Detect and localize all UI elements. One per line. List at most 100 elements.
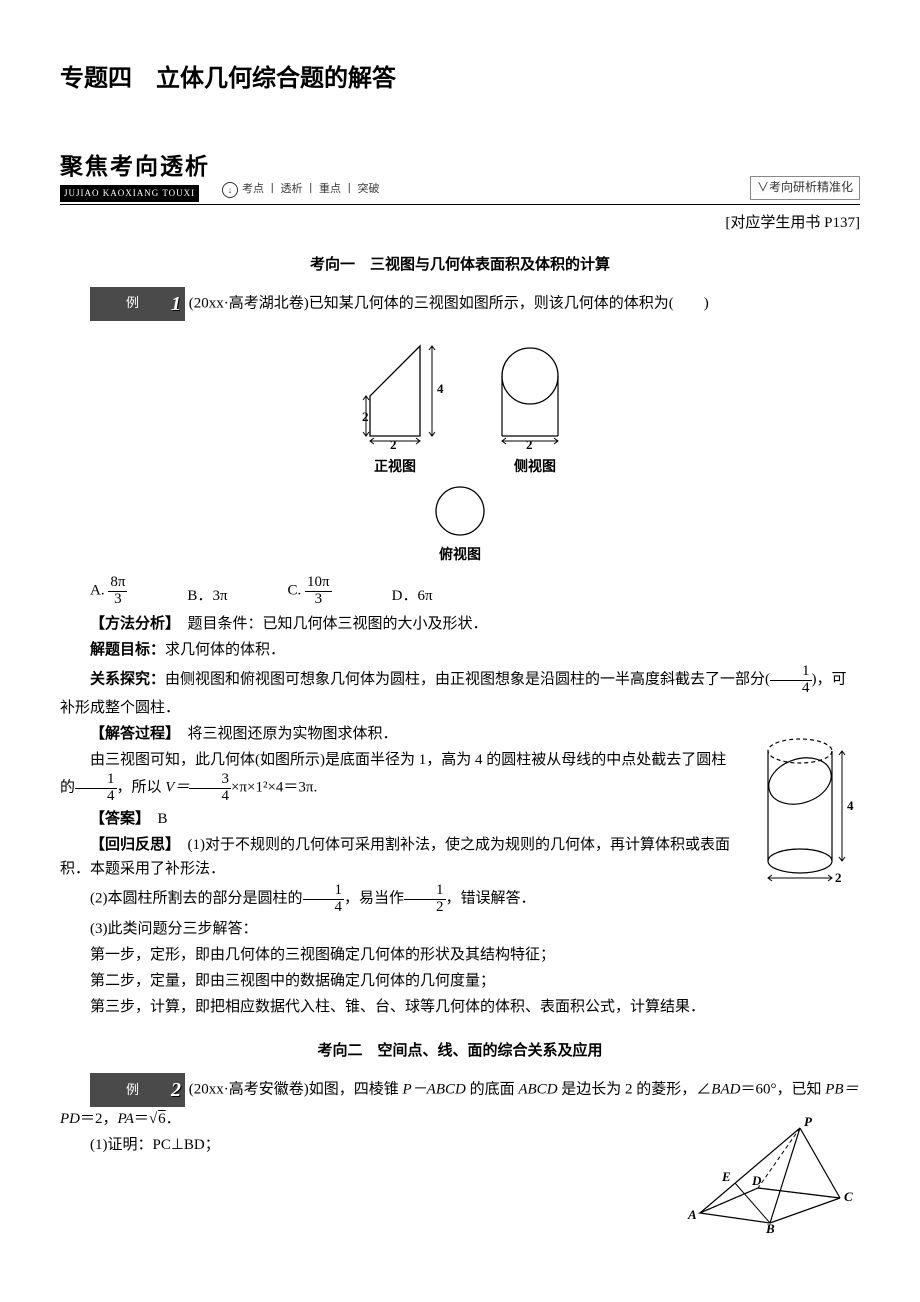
side-view-svg: 2	[490, 331, 580, 451]
front-view-svg: 2 2 4	[340, 331, 450, 451]
ex2-e: 是边长为 2 的菱形，∠	[558, 1082, 712, 1098]
process-line-1: 【解答过程】 将三视图还原为实物图求体积．	[60, 722, 860, 746]
option-B-prefix: B．	[187, 588, 212, 604]
reflect-label: 【回归反思】	[90, 836, 173, 853]
proc-f2-num: 3	[189, 772, 231, 789]
ex2-k: ＝	[134, 1111, 149, 1127]
process-formula-prefix: V＝	[165, 780, 189, 796]
example-2-badge-icon: 例 2	[90, 1073, 185, 1107]
reflect-2b: ，易当作	[344, 891, 404, 907]
option-D: D．6π	[392, 584, 433, 608]
kaoxiang-1-heading: 考向一 三视图与几何体表面积及体积的计算	[60, 253, 860, 277]
options-row: A. 8π3 B．3π C. 10π3 D．6π	[90, 575, 860, 608]
ref-f2-den: 2	[404, 900, 446, 916]
example-2-badge-number: 2	[141, 1074, 181, 1106]
option-A: A. 8π3	[90, 575, 127, 608]
label-A: A	[687, 1207, 697, 1222]
ex2-c: 的底面	[466, 1082, 519, 1098]
answer-line: 【答案】 B	[60, 807, 860, 831]
step-3: 第三步，计算，即把相应数据代入柱、锥、台、球等几何体的体积、表面积公式，计算结果…	[60, 995, 860, 1019]
proc-f1-den: 4	[75, 789, 117, 805]
process-line-2: 由三视图可知，此几何体(如图所示)是底面半径为 1，高为 4 的圆柱被从母线的中…	[60, 748, 860, 805]
ex2-l: ．	[166, 1111, 181, 1127]
example-badge-label: 例	[96, 293, 139, 314]
analysis-line: 【方法分析】 题目条件：已知几何体三视图的大小及形状．	[60, 612, 860, 636]
side-view-label: 侧视图	[514, 455, 556, 477]
process-text-2b: ，所以	[117, 780, 166, 796]
step-1: 第一步，定形，即由几何体的三视图确定几何体的形状及其结构特征；	[60, 943, 860, 967]
goal-text: 求几何体的体积．	[165, 642, 285, 658]
relation-text-a: 由侧视图和俯视图可想象几何体为圆柱，由正视图想象是沿圆柱的一半高度斜截去了一部分…	[165, 672, 770, 688]
cyl-dim-4: 4	[847, 798, 854, 813]
label-E: E	[721, 1169, 731, 1184]
option-B: B．3π	[187, 584, 227, 608]
rel-frac-num: 1	[770, 664, 812, 681]
reference-note: [对应学生用书 P137]	[60, 211, 860, 235]
section-left: 聚焦考向透析 JUJIAO KAOXIANG TOUXI ↓ 考点 丨 透析 丨…	[60, 148, 380, 201]
cylinder-3d-figure: 4 2	[750, 726, 860, 886]
example-2-badge-label: 例	[96, 1080, 139, 1101]
right-tag: ∨考向研析精准化	[750, 176, 860, 199]
three-views-figure: 2 2 4 正视图 2 侧视图	[60, 331, 860, 477]
ex2-i: ＝2，	[80, 1111, 118, 1127]
option-C-num: 10π	[305, 575, 332, 592]
cyl-dim-2: 2	[835, 870, 842, 885]
analysis-text: 题目条件：已知几何体三视图的大小及形状．	[173, 616, 488, 632]
step-2: 第二步，定量，即由三视图中的数据确定几何体的几何度量；	[60, 969, 860, 993]
option-C-den: 3	[313, 592, 325, 608]
label-C: C	[844, 1189, 853, 1204]
reflect-line-1: 【回归反思】 (1)对于不规则的几何体可采用割补法，使之成为规则的几何体，再计算…	[60, 833, 860, 881]
option-D-val: 6π	[417, 588, 432, 604]
top-view-svg	[425, 483, 495, 539]
section-title-main: 聚焦考向透析	[60, 148, 210, 185]
side-view-block: 2 侧视图	[490, 331, 580, 477]
ex2-b: P－ABCD	[403, 1082, 466, 1098]
ref-f1-num: 1	[303, 883, 345, 900]
kaoxiang-2-heading: 考向二 空间点、线、面的综合关系及应用	[60, 1039, 860, 1063]
reflect-2c: ，错误解答．	[446, 891, 536, 907]
section-subtitle: ↓ 考点 丨 透析 丨 重点 丨 突破	[222, 181, 380, 202]
label-P: P	[804, 1114, 813, 1129]
option-C: C. 10π3	[288, 575, 332, 608]
option-A-num: 8π	[108, 575, 127, 592]
reflect-2a: (2)本圆柱所割去的部分是圆柱的	[90, 891, 303, 907]
section-bullets: 考点 丨 透析 丨 重点 丨 突破	[242, 181, 380, 199]
dim-2-side: 2	[526, 437, 533, 451]
example-badge-number: 1	[141, 288, 181, 320]
front-view-block: 2 2 4 正视图	[340, 331, 450, 477]
option-A-prefix: A.	[90, 583, 105, 599]
label-B: B	[765, 1221, 775, 1233]
down-arrow-icon: ↓	[222, 182, 238, 198]
ex2-f: BAD	[711, 1082, 740, 1098]
process-label: 【解答过程】	[90, 725, 173, 742]
option-B-val: 3π	[212, 588, 227, 604]
reflect-line-3: (3)此类问题分三步解答：	[60, 917, 860, 941]
page-title: 专题四 立体几何综合题的解答	[60, 60, 860, 98]
process-formula-suffix: ×π×1²×4＝3π.	[231, 780, 317, 796]
dim-4-right: 4	[437, 381, 444, 396]
rel-frac-den: 4	[770, 681, 812, 697]
example-1-stem: 例 1 (20xx·高考湖北卷)已知某几何体的三视图如图所示，则该几何体的体积为…	[60, 287, 860, 321]
ex2-d: ABCD	[518, 1082, 557, 1098]
example-1-text: (20xx·高考湖北卷)已知某几何体的三视图如图所示，则该几何体的体积为( )	[189, 295, 709, 311]
section-title-pinyin: JUJIAO KAOXIANG TOUXI	[60, 185, 199, 201]
option-C-prefix: C.	[288, 583, 302, 599]
top-view-row: 俯视图	[60, 483, 860, 565]
relation-label: 关系探究：	[90, 671, 165, 688]
goal-line: 解题目标：求几何体的体积．	[60, 638, 860, 662]
pyramid-figure: P A B C D E	[680, 1113, 860, 1233]
goal-label: 解题目标：	[90, 641, 165, 658]
analysis-label: 【方法分析】	[90, 615, 173, 632]
ref-f1-den: 4	[303, 900, 345, 916]
example-badge-icon: 例 1	[90, 287, 185, 321]
ex2-j: PA	[118, 1111, 134, 1127]
proc-f1-num: 1	[75, 772, 117, 789]
process-text-1: 将三视图还原为实物图求体积．	[173, 726, 398, 742]
ex2-sqrt: 6	[157, 1111, 166, 1127]
section-header: 聚焦考向透析 JUJIAO KAOXIANG TOUXI ↓ 考点 丨 透析 丨…	[60, 148, 860, 204]
proc-f2-den: 4	[189, 789, 231, 805]
reflect-line-2: (2)本圆柱所割去的部分是圆柱的14，易当作12，错误解答．	[60, 883, 860, 916]
dim-2-bottom: 2	[390, 437, 397, 451]
answer-value: B	[143, 811, 168, 827]
dim-2-left: 2	[362, 409, 369, 424]
